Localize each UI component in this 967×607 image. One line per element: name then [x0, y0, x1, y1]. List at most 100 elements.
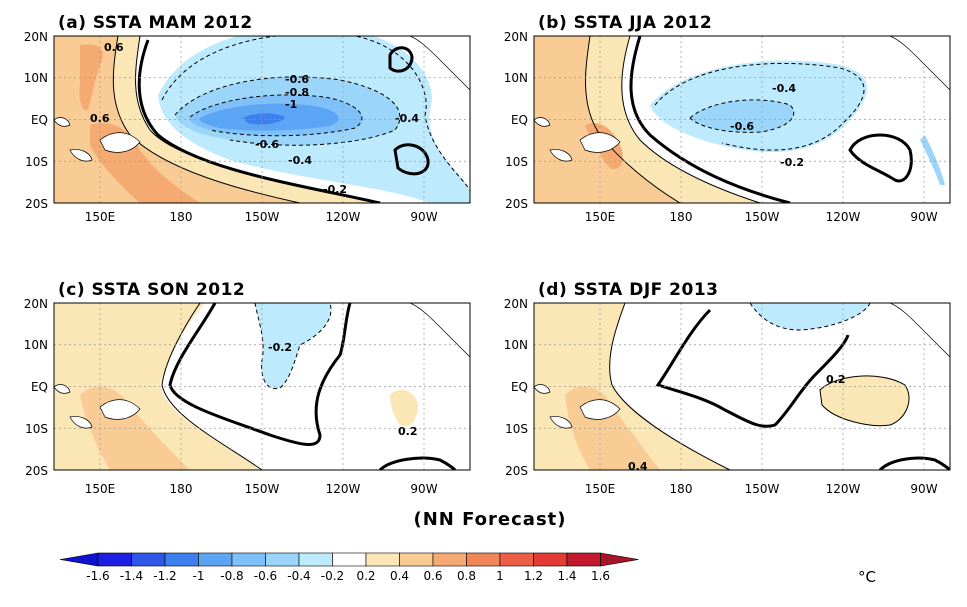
panel-a: (a) SSTA MAM 2012 — [24, 13, 471, 224]
panel-d-title: (d) SSTA DJF 2013 — [538, 280, 718, 300]
lat-label: 20N — [504, 297, 528, 311]
lat-label: 20S — [505, 464, 528, 478]
lon-label: 150E — [85, 482, 116, 496]
lat-label: EQ — [511, 380, 528, 394]
colorbar-swatch — [265, 552, 300, 567]
lat-label: 10N — [504, 71, 528, 85]
cool-region — [255, 303, 331, 389]
colorbar-label: -1.2 — [153, 569, 176, 583]
pos-contour — [621, 36, 761, 203]
panel-b: (b) SSTA JJA 2012 — [504, 13, 951, 224]
lon-label: 180 — [170, 210, 193, 224]
zero-contour — [848, 133, 913, 183]
forecast-caption: (NN Forecast) — [413, 509, 566, 530]
graticule — [54, 36, 470, 203]
coastline — [534, 303, 950, 429]
zero-contour — [388, 46, 414, 73]
lon-label: 150E — [585, 210, 616, 224]
lat-label: 10S — [505, 422, 528, 436]
contour-label: 0.6 — [90, 112, 110, 125]
panel-c-frame — [53, 302, 471, 471]
cool-region — [690, 99, 794, 133]
panel-a-title: (a) SSTA MAM 2012 — [58, 13, 253, 33]
panel-b-axes: 20N 10N EQ 10S 20S 150E 180 150W 120W 90… — [504, 30, 938, 224]
lon-label: 150E — [85, 210, 116, 224]
pos-contour — [609, 303, 731, 470]
colorbar-label: 0.6 — [423, 569, 442, 583]
lon-label: 150W — [745, 210, 780, 224]
zero-contour — [393, 143, 430, 176]
colorbar-label: -0.6 — [254, 569, 277, 583]
colorbar-swatch — [365, 552, 400, 567]
colorbar-swatch — [131, 552, 166, 567]
contour-label: -0.2 — [323, 183, 347, 196]
contour-label: 0.2 — [826, 373, 846, 386]
contour-label: 0.4 — [628, 460, 648, 473]
lon-label: 90W — [910, 210, 937, 224]
lat-label: 20S — [505, 197, 528, 211]
warm-core — [79, 44, 104, 111]
lat-label: EQ — [511, 113, 528, 127]
colorbar-label: 1.4 — [557, 569, 576, 583]
colorbar-swatch — [164, 552, 199, 567]
panel-b-frame — [533, 35, 951, 204]
lon-label: 90W — [410, 210, 437, 224]
contour-label: -0.6 — [730, 120, 754, 133]
colorbar-swatch — [198, 552, 233, 567]
lon-label: 120W — [326, 482, 361, 496]
contour-label: -0.6 — [285, 73, 309, 86]
contour-label: -0.4 — [395, 112, 419, 125]
cool-region — [750, 303, 870, 330]
colorbar-swatch — [231, 552, 266, 567]
lat-label: 10N — [24, 338, 48, 352]
neg-contour — [161, 36, 470, 191]
colorbar-label: -1.4 — [120, 569, 143, 583]
colorbar-min-arrow — [59, 552, 99, 567]
lat-label: 20S — [25, 464, 48, 478]
lat-label: 10N — [24, 71, 48, 85]
panel-d-axes: 20N 10N EQ 10S 20S 150E 180 150W 120W 90… — [504, 297, 938, 496]
colorbar-swatch — [533, 552, 568, 567]
pos-contour — [135, 36, 381, 203]
panel-a-map: 0.6 0.6 -0.6 -0.8 -1 -0.4 -0.6 -0.4 -0.2 — [54, 36, 470, 203]
contour-label: 0.2 — [398, 425, 418, 438]
panel-c: (c) SSTA SON 2012 -0.2 0.2 — [24, 280, 471, 496]
neg-contour — [254, 303, 332, 390]
panel-c-map: -0.2 0.2 — [54, 303, 470, 470]
coastline — [54, 303, 470, 429]
neg-contour — [749, 303, 871, 331]
lat-label: 20N — [504, 30, 528, 44]
coastline — [534, 36, 950, 162]
colorbar-label: 1 — [496, 569, 504, 583]
graticule — [54, 303, 470, 470]
colorbar-label: -1.6 — [86, 569, 109, 583]
colorbar-unit: °C — [858, 568, 876, 586]
colorbar-swatch — [97, 552, 132, 567]
colorbar-swatch — [466, 552, 501, 567]
colorbar-label: 1.6 — [591, 569, 610, 583]
zero-contour — [878, 456, 950, 470]
lon-label: 90W — [910, 482, 937, 496]
colorbar-label: -1 — [193, 569, 205, 583]
pos-contour — [819, 375, 910, 427]
lat-label: 10N — [504, 338, 528, 352]
colorbar-max-arrow — [600, 552, 639, 567]
lon-label: 180 — [670, 210, 693, 224]
cool-core — [243, 113, 285, 125]
warm-spot — [390, 389, 418, 427]
cool-strip — [920, 135, 945, 185]
panel-b-title: (b) SSTA JJA 2012 — [538, 13, 712, 33]
lat-label: 20N — [24, 30, 48, 44]
neg-contour — [189, 94, 363, 137]
lon-label: 180 — [670, 482, 693, 496]
lat-label: 10S — [25, 155, 48, 169]
lon-label: 120W — [326, 210, 361, 224]
zero-contour — [168, 303, 352, 446]
contour-label: -0.4 — [772, 82, 796, 95]
lon-label: 150E — [585, 482, 616, 496]
zero-contour — [629, 36, 791, 203]
colorbar-label: 0.2 — [356, 569, 375, 583]
graticule — [534, 303, 950, 470]
colorbar-swatch — [298, 552, 333, 567]
panel-d-map: 0.2 0.4 — [534, 303, 950, 473]
